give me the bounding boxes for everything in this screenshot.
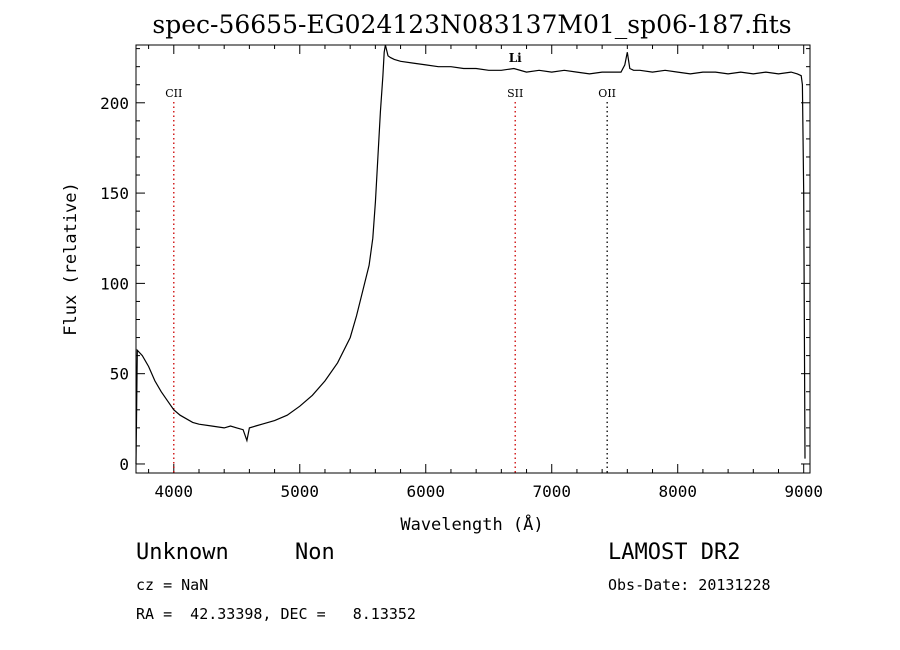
y-tick-label: 0 [119, 455, 129, 474]
x-tick-label: 7000 [532, 482, 571, 501]
x-tick-label: 8000 [658, 482, 697, 501]
chart-title: spec-56655-EG024123N083137M01_sp06-187.f… [152, 10, 791, 39]
spectral-line-markers: CII SII OII Li [165, 51, 616, 473]
x-tick-label: 6000 [406, 482, 445, 501]
survey-name: LAMOST DR2 [608, 540, 741, 565]
y-axis-label: Flux (relative) [61, 182, 81, 336]
y-tick-label: 150 [100, 184, 129, 203]
plot-frame [135, 44, 811, 474]
x-tick-label: 5000 [281, 482, 320, 501]
redshift-cz: cz = NaN [136, 576, 209, 594]
line-label-cii: CII [165, 87, 182, 100]
x-tick-label: 9000 [784, 482, 823, 501]
observation-date: Obs-Date: 20131228 [608, 576, 771, 594]
line-label-sii: SII [507, 87, 523, 100]
flux-series-line [135, 44, 806, 465]
x-tick-label: 4000 [155, 482, 194, 501]
object-class: Unknown [136, 540, 229, 565]
line-label-oii: OII [598, 87, 616, 100]
y-tick-label: 200 [100, 94, 129, 113]
annotation-li: Li [509, 51, 522, 65]
y-tick-label: 100 [100, 274, 129, 293]
object-subclass: Non [295, 540, 335, 565]
coordinates: RA = 42.33398, DEC = 8.13352 [136, 605, 416, 623]
y-tick-label: 50 [110, 365, 129, 384]
x-axis-label: Wavelength (Å) [400, 513, 543, 535]
axis-ticks: 4000 5000 6000 7000 8000 9000 0 50 100 150 200 [100, 45, 823, 501]
